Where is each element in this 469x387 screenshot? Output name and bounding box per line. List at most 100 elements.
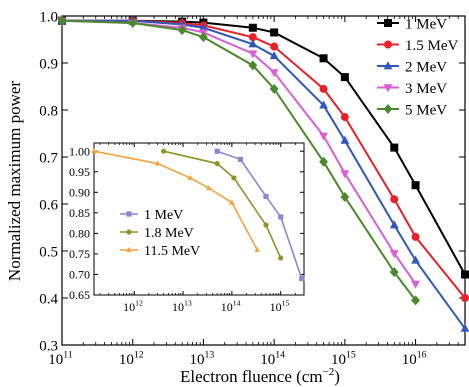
x-tick-label: 1014 [221, 299, 241, 314]
inset-axes: 0.65 0.70 0.75 0.80 0.85 0.90 0.95 1.00 1012 1013… [69, 143, 304, 314]
y-tick-label: 0.3 [39, 338, 58, 354]
data-point [214, 148, 220, 154]
legend-marker [383, 61, 393, 70]
data-point [206, 185, 212, 191]
data-point [389, 220, 399, 229]
data-point [390, 195, 399, 204]
data-point [248, 50, 258, 59]
legend-label: 3 MeV [405, 81, 447, 97]
data-point [411, 280, 420, 289]
y-tick-label: 0.9 [39, 56, 58, 72]
series-line [61, 19, 417, 285]
series-line [93, 150, 258, 251]
x-tick-label: 1012 [119, 349, 144, 368]
series-5-mev [57, 15, 420, 306]
legend-marker [383, 84, 393, 93]
legend-label: 5 MeV [405, 102, 447, 118]
x-tick-label: 1016 [402, 349, 427, 368]
x-axis-label-exponent: −2 [323, 366, 335, 378]
legend-label: 2 MeV [405, 59, 447, 75]
data-point [57, 15, 67, 26]
data-point [389, 250, 399, 259]
data-point [390, 143, 399, 152]
data-point [460, 323, 469, 332]
series-line [61, 19, 417, 301]
data-point [299, 275, 305, 282]
data-point [214, 160, 220, 167]
legend-marker [384, 40, 392, 49]
x-tick-label: 1013 [172, 299, 192, 314]
data-point [411, 295, 420, 306]
y-tick-label: 0.5 [39, 244, 58, 260]
y-tick-label: 0.80 [69, 227, 90, 241]
data-point [389, 267, 399, 278]
data-point [161, 148, 167, 154]
y-tick-label: 0.4 [39, 291, 58, 307]
y-tick-label: 0.6 [39, 197, 58, 213]
data-point [319, 100, 328, 109]
legend-label: 1.5 MeV [405, 38, 458, 54]
y-tick-label: 1.0 [39, 9, 58, 25]
data-point [269, 69, 279, 78]
y-tick-label: 0.8 [39, 103, 58, 119]
y-axis-label: Normalized maximum power [5, 81, 24, 282]
y-tick-label: 1.00 [69, 144, 90, 158]
series-11-5-mev [91, 148, 261, 252]
legend-label: 11.5 MeV [144, 244, 200, 259]
data-point [177, 25, 187, 36]
data-point [263, 193, 269, 200]
data-point [248, 33, 257, 42]
data-point [461, 270, 469, 279]
y-tick-label: 0.75 [69, 247, 90, 261]
series-1-8-mev [161, 148, 284, 261]
x-axis-label: Electron fluence (cm−2) [180, 366, 340, 386]
y-tick-label: 0.90 [69, 185, 90, 199]
data-point [231, 175, 237, 181]
legend-label: 1 MeV [405, 16, 447, 32]
data-point [248, 39, 258, 48]
data-point [411, 181, 420, 190]
legend-marker [126, 246, 132, 253]
data-point [237, 156, 244, 163]
data-point [248, 23, 257, 32]
data-point [340, 135, 350, 144]
x-tick-label: 1015 [331, 349, 356, 368]
main-axes: 0.3 0.4 0.5 0.6 0.7 0.8 0.9 1.0 1011 1012 1013 1014… [39, 9, 465, 368]
data-point [411, 255, 420, 264]
data-point [278, 255, 284, 261]
data-point [319, 54, 328, 63]
legend-marker [126, 211, 132, 217]
data-point [340, 113, 349, 122]
data-point [263, 222, 269, 228]
legend-label: 1 MeV [144, 208, 183, 223]
data-point [128, 18, 138, 29]
legend-marker [383, 104, 393, 114]
data-point [154, 160, 161, 166]
x-tick-label: 1014 [260, 349, 285, 368]
x-tick-label: 1012 [123, 299, 143, 314]
legend-marker [126, 229, 132, 235]
y-tick-label: 0.7 [39, 150, 58, 166]
data-point [340, 191, 350, 202]
main-series-group [57, 15, 469, 332]
data-point [411, 232, 420, 241]
series-1-mev [214, 148, 305, 282]
y-tick-label: 0.85 [69, 206, 90, 220]
y-tick-label: 0.65 [69, 288, 90, 302]
data-point [319, 132, 328, 141]
data-point [229, 199, 235, 205]
data-point [199, 22, 208, 31]
data-point [270, 28, 279, 37]
x-tick-label: 1011 [48, 349, 73, 368]
data-point [254, 246, 261, 252]
data-point [269, 83, 279, 94]
x-tick-label: 1013 [190, 349, 215, 368]
inset-legend: 1 MeV 1.8 MeV 11.5 MeV [120, 208, 200, 259]
data-point [340, 73, 349, 82]
y-tick-label: 0.70 [69, 268, 90, 282]
inset-series-group [91, 148, 305, 282]
data-point [187, 174, 194, 180]
legend-label: 1.8 MeV [144, 226, 194, 241]
data-point [340, 170, 350, 179]
